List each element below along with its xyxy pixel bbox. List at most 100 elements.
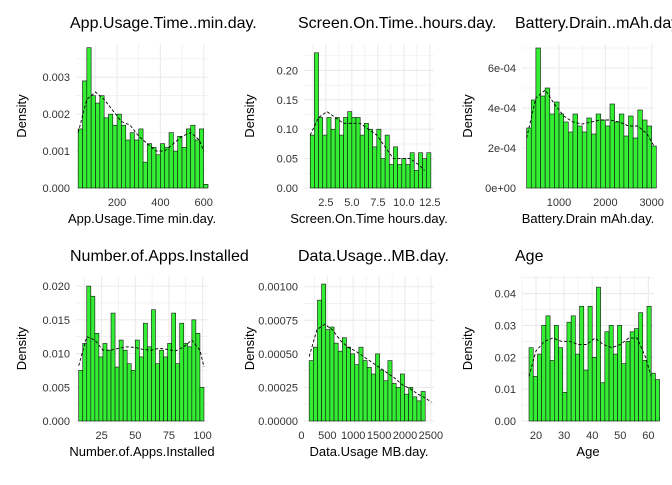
histogram-bar	[126, 363, 132, 422]
histogram-bar	[139, 356, 144, 422]
histogram-bar	[634, 328, 639, 422]
y-tick-label: 0e+00	[485, 183, 516, 195]
histogram-bar	[623, 135, 629, 189]
histogram-bar	[147, 346, 152, 422]
panel-2: 0.00 0.05 0.10 0.15 0.20 2.5 5.0 7.5 10.0 12.5 Scr…	[242, 44, 448, 226]
histogram-bar	[632, 137, 639, 189]
panel-title: Battery.Drain..mAh.day.	[515, 15, 672, 32]
histogram-bar	[408, 387, 414, 422]
histogram-bars	[528, 286, 660, 422]
panel-3: 0e+00 2e-04 4e-04 6e-04 1000 2000 3000 Battery.…	[460, 44, 664, 226]
x-tick-label: 2000	[393, 430, 417, 442]
histogram-bar	[179, 322, 185, 422]
x-tick-labels: 0 500 1000 1500 2000 2500	[298, 430, 443, 442]
histogram-bar	[526, 127, 532, 189]
histogram-bar	[366, 366, 372, 422]
y-tick-label: 0.20	[277, 65, 298, 77]
panel-title: Number.of.Apps.Installed	[70, 248, 249, 265]
histogram-bar	[541, 325, 547, 422]
y-tick-label: 0.015	[42, 315, 70, 327]
histogram-bar	[581, 131, 588, 189]
histogram-bar	[618, 113, 625, 189]
y-tick-labels: 0.000 0.001 0.002 0.003	[42, 72, 70, 195]
histogram-bar	[173, 150, 179, 189]
x-tick-label: 2.5	[318, 197, 333, 209]
histogram-bar	[95, 102, 101, 189]
histogram-bar	[617, 325, 623, 422]
histogram-bar	[142, 161, 148, 189]
histogram-bar	[371, 373, 376, 422]
histogram-bar	[637, 109, 643, 189]
y-tick-label: 0.00	[495, 416, 516, 428]
histogram-bar	[375, 353, 380, 422]
histogram-bars	[309, 52, 432, 189]
histogram-bar	[638, 312, 644, 422]
y-tick-label: 0.001	[42, 146, 70, 158]
x-tick-label: 1000	[341, 430, 365, 442]
histogram-bar	[99, 95, 105, 189]
x-tick-labels: 2.5 5.0 7.5 10.0 12.5	[318, 197, 440, 209]
panel-6: 0.00 0.01 0.02 0.03 0.04 20 30 40 50 60 Age Density	[460, 276, 660, 459]
histogram-bar	[108, 113, 114, 189]
histogram-bar	[151, 147, 157, 189]
histogram-bar	[326, 117, 332, 189]
histogram-bar	[549, 360, 555, 422]
histogram-bar	[350, 353, 356, 422]
histogram-bar	[110, 312, 116, 422]
y-tick-label: 0.04	[495, 289, 516, 301]
y-tick-label: 6e-04	[488, 63, 516, 75]
histogram-bar	[346, 346, 351, 422]
histogram-bar	[194, 139, 200, 189]
histogram-bar	[577, 125, 583, 189]
x-tick-label: 200	[108, 197, 126, 209]
histogram-bar	[614, 121, 620, 189]
histogram-bar	[130, 370, 136, 422]
panel-title: App.Usage.Time..min.day.	[70, 15, 257, 32]
x-tick-labels: 200 400 600	[108, 197, 213, 209]
y-tick-label: 0.00	[277, 183, 298, 195]
histogram-bar	[364, 123, 369, 189]
panel-4: 0.000 0.005 0.010 0.015 0.020 25 50 75 100 Number…	[14, 276, 215, 459]
density-curve	[309, 111, 425, 171]
histogram-bar	[646, 305, 652, 422]
histogram-bar	[362, 360, 368, 422]
histogram-bar	[114, 366, 120, 422]
x-tick-label: 0	[298, 430, 304, 442]
histogram-bar	[422, 158, 428, 189]
histogram-bar	[355, 117, 361, 189]
histogram-bar	[600, 382, 606, 422]
histogram-bar	[167, 343, 172, 422]
density-curve	[78, 336, 205, 368]
histogram-bar	[642, 119, 648, 189]
y-tick-label: 4e-04	[488, 103, 516, 115]
y-tick-label: 0.05	[277, 154, 298, 166]
histogram-bar	[187, 346, 193, 422]
y-axis-label: Density	[460, 326, 475, 370]
histogram-bar	[380, 158, 386, 189]
y-tick-label: 0.005	[42, 382, 70, 394]
histogram-bar	[566, 321, 572, 422]
histogram-bar	[575, 353, 580, 422]
histogram-bar	[368, 128, 373, 189]
histogram-bar	[544, 87, 551, 189]
histogram-bar	[651, 145, 657, 189]
histogram-bar	[405, 164, 411, 189]
histogram-bar	[322, 134, 328, 189]
x-tick-label: 75	[163, 430, 175, 442]
y-tick-label: 0.00025	[258, 382, 298, 394]
histogram-bar	[134, 339, 140, 422]
histogram-bar	[168, 132, 174, 189]
x-tick-label: 400	[151, 197, 169, 209]
histogram-bar	[400, 373, 405, 422]
panel-title: Data.Usage..MB.day.	[298, 248, 449, 265]
histogram-bar	[562, 392, 568, 422]
histogram-bar	[587, 305, 593, 422]
x-axis-label: Number.of.Apps.Installed	[69, 444, 214, 459]
histogram-bar	[171, 312, 176, 422]
histogram-bar	[103, 117, 109, 189]
histogram-bar	[558, 347, 564, 422]
histogram-bar	[82, 343, 88, 422]
x-tick-label: 12.5	[419, 197, 440, 209]
histogram-bar	[155, 363, 160, 422]
histogram-bars	[78, 285, 205, 422]
